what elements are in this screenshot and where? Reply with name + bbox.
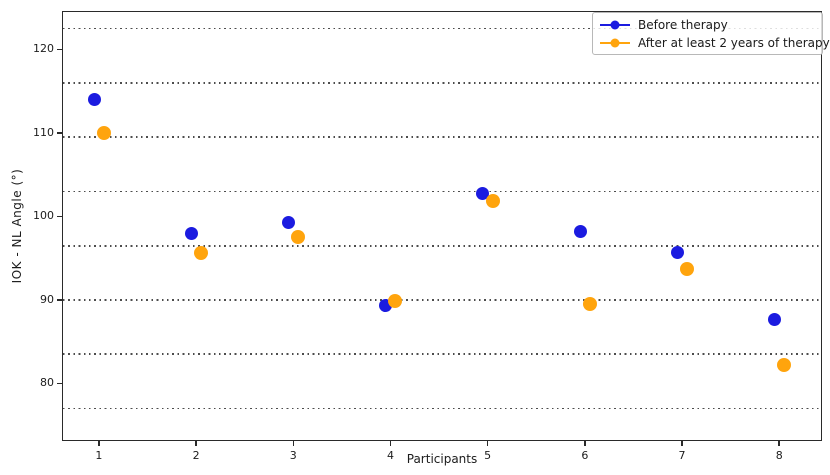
y-tick	[57, 132, 62, 134]
x-tick	[98, 441, 100, 446]
reference-line	[63, 353, 821, 356]
x-tick	[681, 441, 683, 446]
legend-item-after-therapy: After at least 2 years of therapy	[600, 34, 830, 52]
data-point-before-7	[670, 245, 684, 259]
y-tick-label: 120	[33, 42, 54, 56]
circle-marker-icon	[610, 38, 620, 48]
data-point-before-3	[281, 215, 295, 229]
reference-line	[63, 136, 821, 138]
reference-line	[63, 82, 821, 84]
legend-item-before-therapy: Before therapy	[600, 16, 815, 34]
data-point-before-6	[573, 224, 587, 238]
y-axis-title: IOK - NL Angle (°)	[10, 168, 24, 284]
data-point-after-8	[777, 358, 792, 373]
reference-line	[63, 190, 821, 193]
plot-area	[62, 11, 822, 441]
data-point-after-7	[679, 262, 694, 276]
y-tick	[57, 299, 62, 301]
reference-line	[63, 27, 821, 30]
x-tick-label: 7	[678, 449, 686, 462]
data-point-before-2	[184, 226, 198, 240]
x-tick-label: 3	[289, 449, 297, 462]
x-tick-label: 1	[95, 449, 103, 462]
x-tick	[195, 441, 197, 446]
legend-label-after-therapy: After at least 2 years of therapy	[638, 36, 830, 50]
x-tick	[389, 441, 392, 446]
legend-marker-after-therapy	[600, 38, 630, 48]
x-tick-label: 5	[484, 449, 492, 462]
reference-line	[63, 407, 821, 410]
circle-marker-icon	[610, 20, 620, 30]
data-point-after-4	[388, 293, 403, 308]
data-point-after-5	[485, 193, 500, 208]
x-axis-title: Participants	[406, 452, 478, 466]
x-tick	[584, 441, 586, 446]
data-point-before-1	[87, 93, 101, 106]
legend: Before therapy After at least 2 years of…	[592, 12, 830, 55]
y-tick-label: 80	[40, 376, 54, 390]
y-tick-label: 110	[33, 125, 54, 139]
x-tick-label: 8	[775, 449, 783, 462]
x-tick-label: 4	[386, 449, 394, 462]
data-point-after-6	[582, 297, 597, 312]
x-tick-label: 2	[192, 449, 200, 462]
y-tick	[57, 382, 62, 385]
y-tick	[57, 215, 62, 218]
data-point-after-1	[96, 125, 111, 140]
x-tick	[778, 441, 780, 446]
reference-line	[63, 244, 821, 247]
x-tick-label: 6	[581, 449, 589, 462]
y-tick-label: 100	[33, 209, 54, 223]
y-tick	[57, 48, 62, 51]
y-tick-label: 90	[40, 292, 54, 306]
data-point-before-8	[767, 312, 781, 326]
legend-marker-before-therapy	[600, 20, 630, 30]
x-tick	[292, 441, 295, 446]
data-point-after-2	[193, 246, 208, 261]
x-tick	[486, 441, 489, 446]
reference-line	[63, 299, 821, 301]
legend-label-before-therapy: Before therapy	[638, 18, 728, 32]
data-point-after-3	[291, 230, 306, 245]
